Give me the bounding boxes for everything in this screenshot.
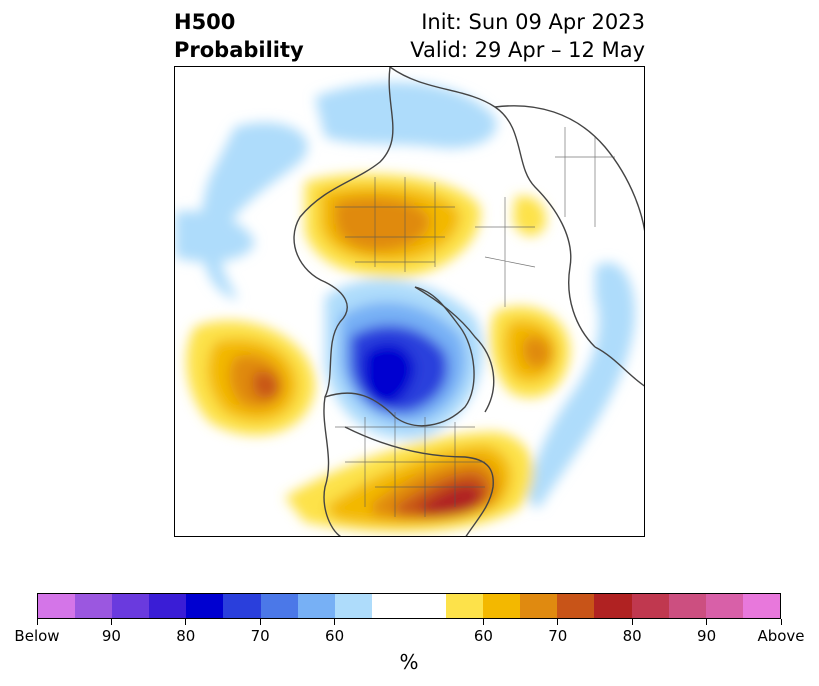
colorbar-below-segment: [223, 594, 261, 618]
init-date: Init: Sun 09 Apr 2023: [421, 10, 645, 34]
colorbar-tick-label: Below: [14, 627, 60, 645]
colorbar-tick-label: 60: [473, 627, 493, 645]
title-line-1: H500: [174, 10, 236, 34]
chart-title: H500 Probability: [174, 8, 304, 64]
colorbar-below-segment: [334, 594, 372, 618]
colorbar-tick-label: 90: [697, 627, 717, 645]
colorbar-tick-label: 70: [548, 627, 568, 645]
below-60-arctic-band: [315, 82, 497, 149]
probability-map: [174, 66, 645, 537]
title-line-2: Probability: [174, 38, 304, 62]
below-60-atlantic-band: [528, 262, 636, 508]
colorbar-above-segment: [594, 594, 632, 618]
above-70-siberia: [335, 197, 430, 251]
colorbar-tick-label: 80: [176, 627, 196, 645]
colorbar-below-segment: [260, 594, 298, 618]
colorbar-tick: [110, 619, 112, 625]
colorbar-above-segment: [483, 594, 521, 618]
colorbar-below-segment: [149, 594, 187, 618]
colorbar-unit: %: [399, 650, 419, 674]
below-60-west-band: [200, 122, 308, 300]
colorbar-tick-label: Above: [757, 627, 805, 645]
colorbar-below-segment: [297, 594, 335, 618]
colorbar-tick: [185, 619, 187, 625]
colorbar-tick: [631, 619, 633, 625]
colorbar-below-segment: [112, 594, 150, 618]
colorbar-tick: [706, 619, 708, 625]
colorbar-tick: [334, 619, 336, 625]
colorbar-tick: [259, 619, 261, 625]
map-canvas: [175, 67, 644, 536]
coastlines: [293, 67, 644, 536]
colorbar-tick-label: 70: [250, 627, 270, 645]
colorbar-above-segment: [668, 594, 706, 618]
colorbar: [37, 593, 781, 619]
above-60-east-asia: [513, 196, 546, 237]
colorbar-tick-label: 90: [101, 627, 121, 645]
colorbar-above-segment: [742, 594, 780, 618]
colorbar-above-segment: [631, 594, 669, 618]
above-80-eastern-us: [420, 484, 482, 516]
colorbar-tick: [780, 619, 782, 625]
colorbar-tick-label: 80: [622, 627, 642, 645]
valid-range: Valid: 29 Apr – 12 May: [410, 38, 645, 62]
colorbar-tick: [557, 619, 559, 625]
borders: [335, 127, 615, 517]
colorbar-neutral-segment: [371, 594, 447, 618]
colorbar-below-segment: [75, 594, 113, 618]
forecast-dates: Init: Sun 09 Apr 2023 Valid: 29 Apr – 12…: [410, 8, 645, 64]
above-80-pacific: [252, 371, 280, 399]
above-70-atlantic: [522, 336, 552, 369]
colorbar-below-segment: [38, 594, 76, 618]
colorbar-above-segment: [705, 594, 743, 618]
below-90-canada: [363, 343, 415, 407]
colorbar-below-segment: [186, 594, 224, 618]
below-60-bering: [175, 211, 255, 262]
colorbar-tick: [482, 619, 484, 625]
colorbar-above-segment: [446, 594, 484, 618]
colorbar-tick-label: 60: [325, 627, 345, 645]
colorbar-tick: [36, 619, 38, 625]
colorbar-above-segment: [557, 594, 595, 618]
colorbar-above-segment: [520, 594, 558, 618]
